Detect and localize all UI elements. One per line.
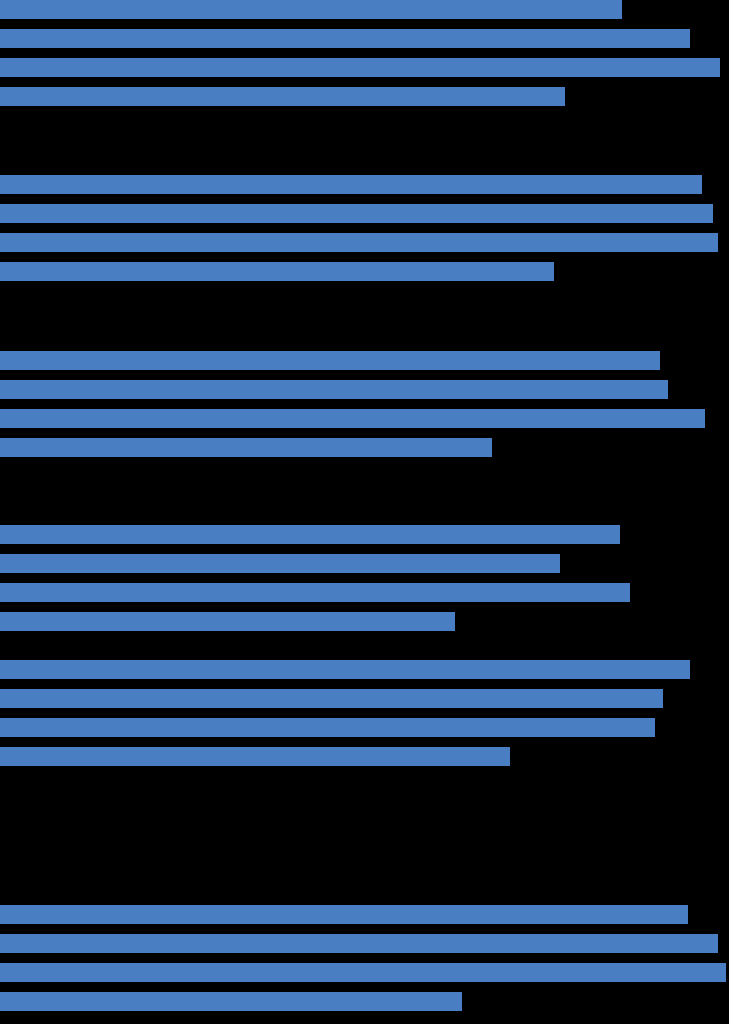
bar-5-2 — [0, 963, 726, 982]
bar-3-1 — [0, 554, 560, 573]
bar-2-1 — [0, 380, 668, 399]
horizontal-bar-chart — [0, 0, 729, 1024]
bar-2-0 — [0, 351, 660, 370]
bar-5-0 — [0, 905, 688, 924]
bar-0-2 — [0, 58, 720, 77]
bar-2-3 — [0, 438, 492, 457]
bar-1-1 — [0, 204, 713, 223]
bar-4-0 — [0, 660, 690, 679]
bar-0-1 — [0, 29, 690, 48]
bar-1-3 — [0, 262, 554, 281]
bar-4-2 — [0, 718, 655, 737]
bar-4-1 — [0, 689, 663, 708]
bar-3-2 — [0, 583, 630, 602]
bar-2-2 — [0, 409, 705, 428]
bar-0-0 — [0, 0, 622, 19]
bar-1-0 — [0, 175, 702, 194]
bar-1-2 — [0, 233, 718, 252]
bar-5-1 — [0, 934, 718, 953]
bar-0-3 — [0, 87, 565, 106]
bar-3-0 — [0, 525, 620, 544]
bar-5-3 — [0, 992, 462, 1011]
bar-3-3 — [0, 612, 455, 631]
bar-4-3 — [0, 747, 510, 766]
